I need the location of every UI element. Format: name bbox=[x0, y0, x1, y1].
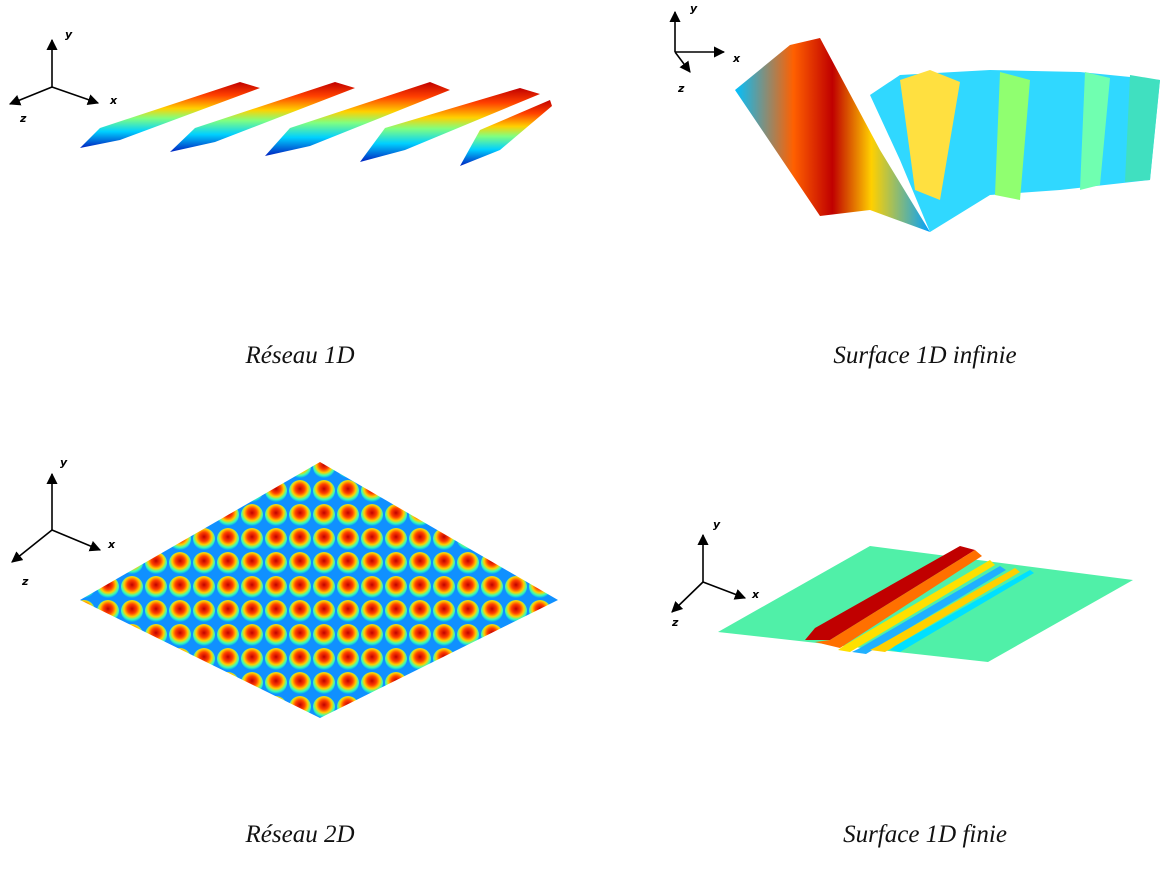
axis-label: y bbox=[713, 518, 721, 531]
caption: Réseau 1D bbox=[245, 342, 355, 369]
surface bbox=[80, 462, 558, 718]
axis-label: z bbox=[677, 82, 685, 95]
axis-label: z bbox=[19, 112, 27, 125]
caption: Surface 1D infinie bbox=[833, 342, 1016, 369]
surface bbox=[718, 546, 1133, 662]
axis-label: z bbox=[21, 575, 29, 588]
axes-triad: y x z bbox=[11, 456, 116, 588]
axes-triad: y x z bbox=[8, 28, 118, 125]
caption: Réseau 2D bbox=[245, 821, 355, 848]
surface bbox=[735, 38, 1160, 232]
caption: Surface 1D finie bbox=[843, 821, 1007, 848]
axes-triad: y x z bbox=[671, 518, 760, 629]
axis-label: x bbox=[751, 588, 760, 601]
axis-label: y bbox=[60, 456, 68, 469]
axis-label: x bbox=[109, 94, 118, 107]
axis-label: y bbox=[690, 2, 698, 15]
axis-label: x bbox=[732, 52, 741, 65]
axis-label: z bbox=[671, 616, 679, 629]
surface bbox=[80, 82, 552, 166]
axis-label: y bbox=[65, 28, 73, 41]
axes-triad: y x z bbox=[669, 2, 741, 95]
axis-label: x bbox=[107, 538, 116, 551]
